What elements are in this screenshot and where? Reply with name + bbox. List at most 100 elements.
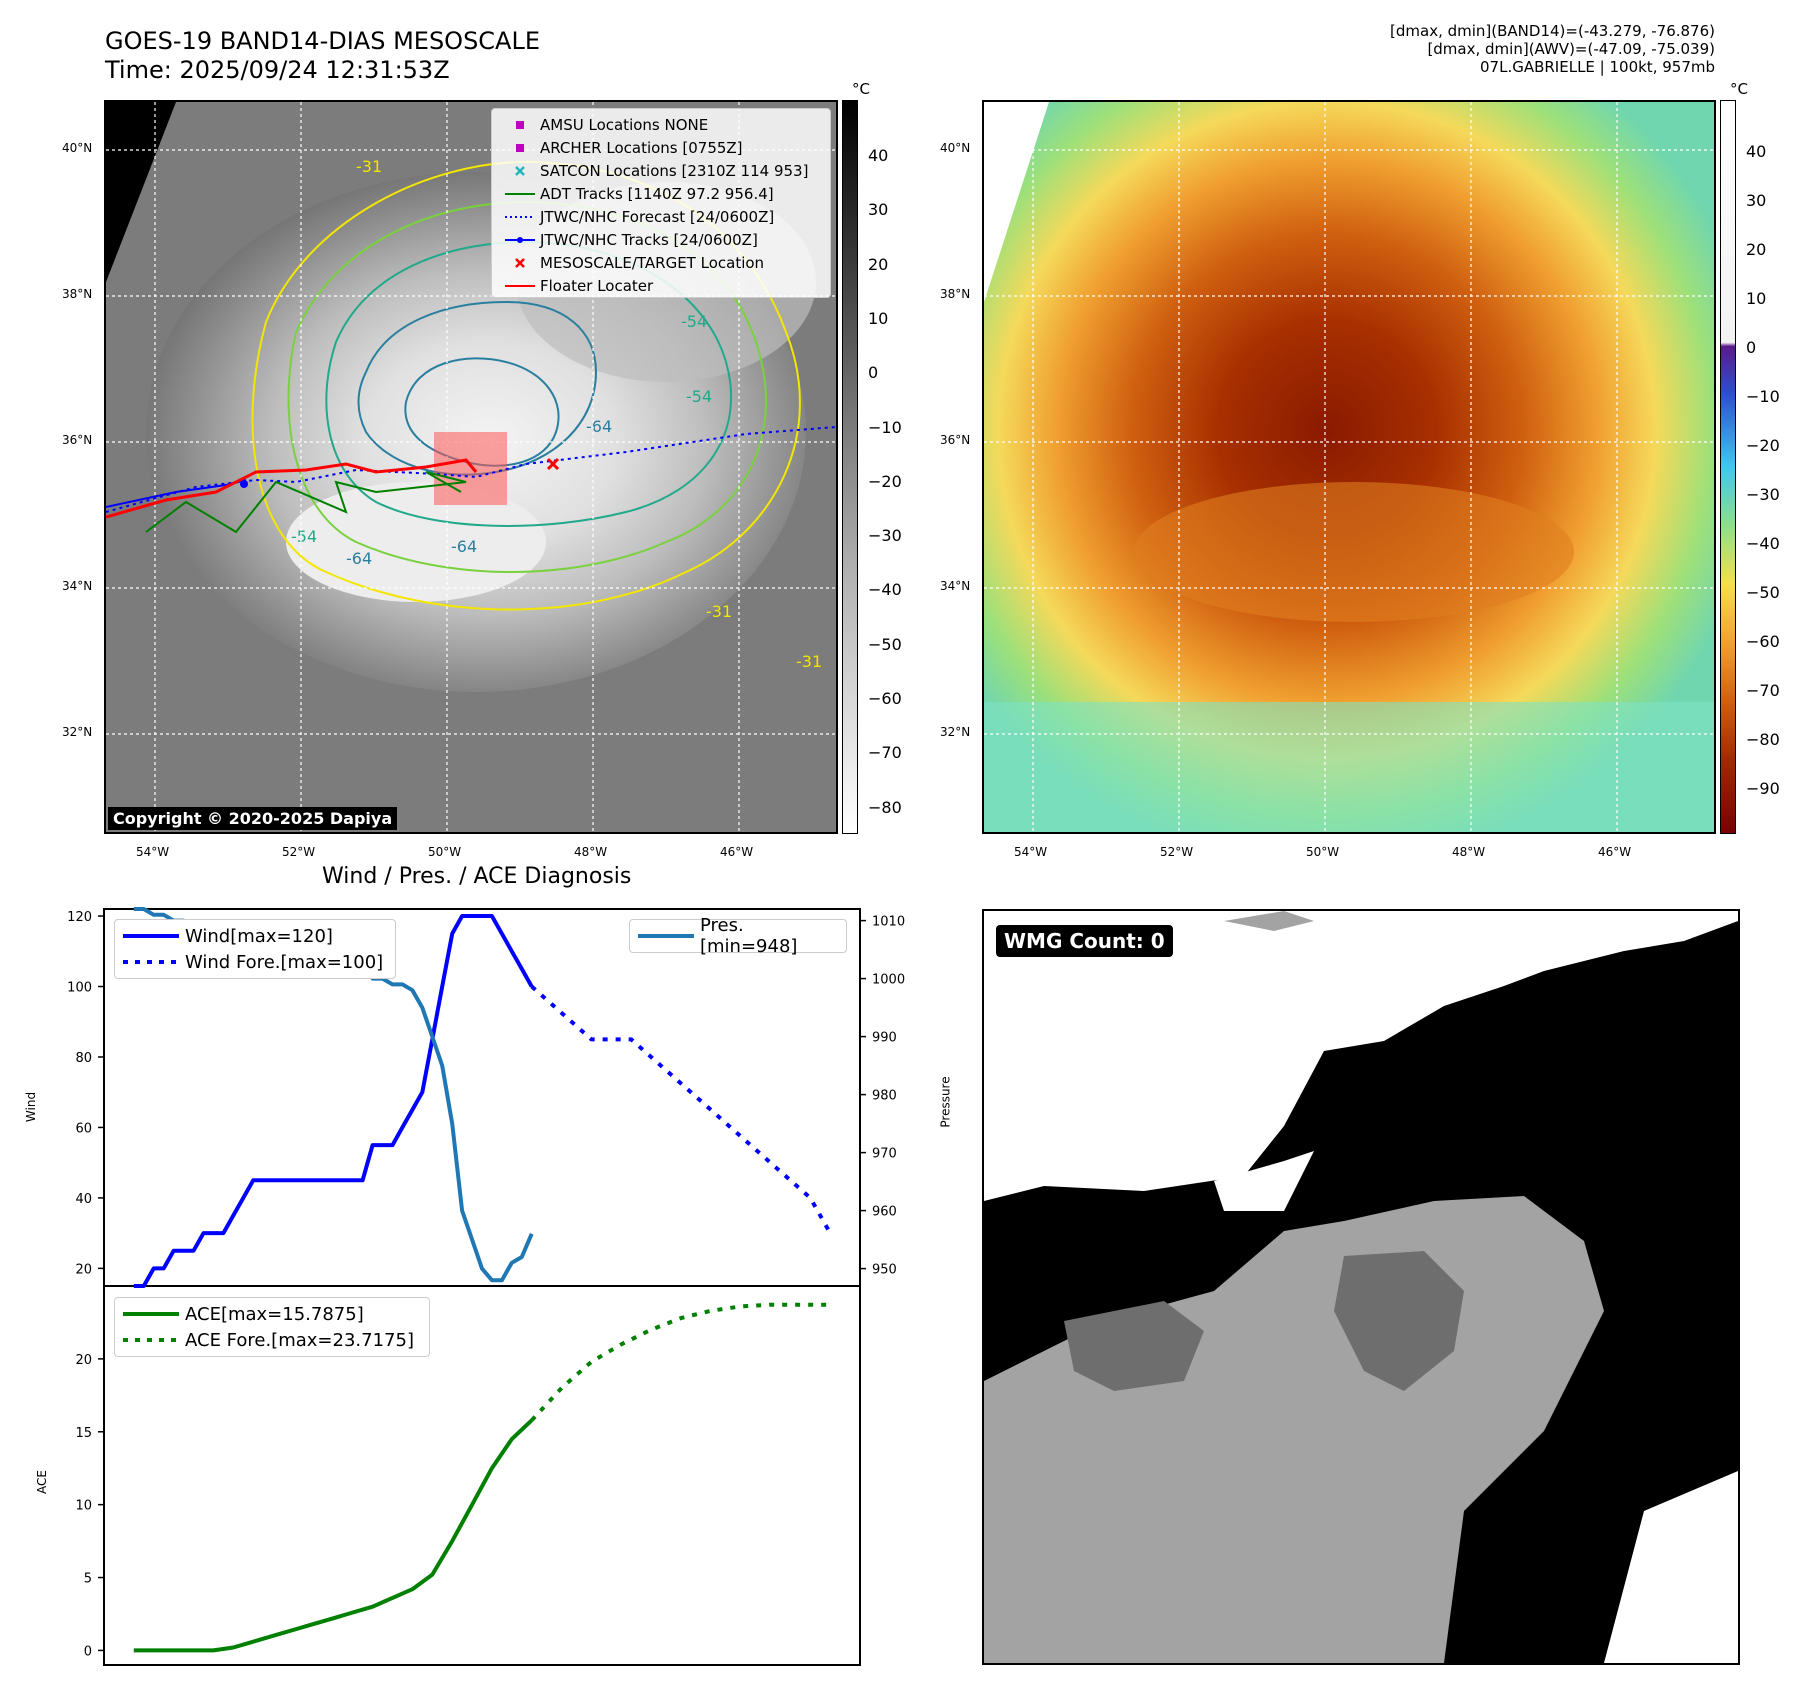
series-line-1-1	[530, 1302, 831, 1422]
legend-label: Pres.[min=948]	[700, 915, 798, 957]
contour-label-7: -54	[291, 527, 317, 546]
colorbar-right-tick: 20	[1746, 240, 1767, 259]
ace-ytick-label: 15	[75, 1426, 92, 1441]
colorbar-left-tick: −60	[868, 689, 902, 708]
lon-tick-54w: 54°W	[136, 845, 170, 859]
legend-symbol-icon	[500, 188, 540, 200]
storm-info: [dmax, dmin](BAND14)=(-43.279, -76.876) …	[1390, 22, 1715, 76]
pressure-ytick-label: 950	[872, 1263, 897, 1278]
lat-tick-34n: 34°N	[62, 579, 93, 593]
colorbar-left-tick: −50	[868, 634, 902, 654]
wind-ytick-label: 120	[67, 910, 92, 925]
lat-tick-38n: 38°N	[62, 287, 93, 301]
legend-label: ACE[max=15.7875]	[185, 1303, 364, 1325]
legend-label: MESOSCALE/TARGET Location	[540, 253, 765, 272]
awv-gridlines	[984, 102, 1714, 832]
wmg-count-badge: WMG Count: 0	[996, 925, 1173, 957]
awv-map-image	[984, 102, 1714, 832]
colorbar-right-tick: −30	[1746, 485, 1780, 504]
legend-label: AMSU Locations NONE	[540, 115, 709, 134]
wind-ytick-label: 20	[75, 1262, 92, 1277]
legend-entry: ARCHER Locations [0755Z]	[500, 136, 822, 159]
pressure-legend: Pres.[min=948]	[629, 915, 847, 957]
legend-label: Wind Fore.[max=100]	[185, 951, 384, 973]
ace-ytick-label: 5	[84, 1572, 92, 1587]
plot-title: GOES-19 BAND14-DIAS MESOSCALE Time: 2025…	[105, 27, 540, 85]
colorbar-left-tick: −80	[868, 797, 902, 817]
colorbar-left-tick: −10	[868, 417, 902, 437]
lon-tick-48w-right: 48°W	[1452, 845, 1486, 859]
ace-ytick-label: 20	[75, 1353, 92, 1368]
pressure-ytick-label: 960	[872, 1205, 897, 1220]
colorbar-left-tick: −20	[868, 471, 902, 491]
colorbar-right-tick: −50	[1746, 583, 1780, 602]
contour-label-5: -64	[451, 537, 477, 556]
lat-tick-32n-right: 32°N	[940, 725, 971, 739]
wind-ytick-label: 100	[67, 981, 92, 996]
target-box	[434, 432, 507, 505]
ir-map-panel: -31 -54 -64 -54 -64 -64 -54 -31 -31	[104, 100, 838, 834]
diagnosis-title: Wind / Pres. / ACE Diagnosis	[322, 864, 632, 889]
legend-entry: Wind Fore.[max=100]	[123, 949, 387, 975]
legend-symbol-icon	[500, 165, 540, 177]
contour-label-2: -54	[681, 312, 707, 331]
legend-label: ARCHER Locations [0755Z]	[540, 138, 743, 157]
contour-label-1: -31	[356, 157, 382, 176]
legend-line-icon	[123, 952, 179, 973]
legend-entry: AMSU Locations NONE	[500, 113, 822, 136]
dmax-band14: [dmax, dmin](BAND14)=(-43.279, -76.876)	[1390, 22, 1715, 40]
lon-tick-52w: 52°W	[282, 845, 316, 859]
legend-entry: Floater Locater	[500, 274, 822, 297]
lat-tick-36n: 36°N	[62, 433, 93, 447]
legend-symbol-icon	[500, 280, 540, 292]
colorbar-right-tick: 10	[1746, 289, 1767, 308]
legend-label: Floater Locater	[540, 276, 654, 295]
pressure-ytick-label: 1000	[872, 973, 905, 988]
lat-tick-34n-right: 34°N	[940, 579, 971, 593]
legend-entry: ACE Fore.[max=23.7175]	[123, 1327, 421, 1353]
wind-legend: Wind[max=120] Wind Fore.[max=100]	[114, 919, 396, 979]
legend-entry: JTWC/NHC Forecast [24/0600Z]	[500, 205, 822, 228]
best-track-point	[240, 480, 248, 488]
lon-tick-52w-right: 52°W	[1160, 845, 1194, 859]
wmg-image	[984, 911, 1738, 1663]
legend-line-icon	[638, 926, 694, 947]
colorbar-right-tick: −70	[1746, 681, 1780, 700]
pressure-ytick-label: 1010	[872, 915, 905, 930]
map-legend: AMSU Locations NONE ARCHER Locations [075…	[491, 108, 831, 298]
storm-summary: 07L.GABRIELLE | 100kt, 957mb	[1480, 58, 1715, 76]
lat-tick-32n: 32°N	[62, 725, 93, 739]
adt-track	[145, 471, 467, 534]
ace-ytick-label: 0	[84, 1644, 92, 1659]
colorbar-left-tick: 30	[868, 200, 889, 220]
wind-ytick-label: 40	[75, 1192, 92, 1207]
legend-symbol-icon	[500, 119, 540, 131]
contour-label-6: -64	[346, 549, 372, 568]
colorbar-right-tick: 40	[1746, 142, 1767, 161]
contour-label-9: -31	[796, 652, 822, 671]
colorbar-right-tick: −40	[1746, 534, 1780, 553]
wmg-panel: WMG Count: 0	[982, 909, 1740, 1665]
target-marker	[546, 457, 560, 471]
legend-symbol-icon	[500, 211, 540, 223]
floater-track	[106, 458, 478, 519]
lon-tick-54w-right: 54°W	[1014, 845, 1048, 859]
legend-label: JTWC/NHC Tracks [24/0600Z]	[540, 230, 758, 249]
legend-label: JTWC/NHC Forecast [24/0600Z]	[540, 207, 775, 226]
legend-entry: Wind[max=120]	[123, 923, 387, 949]
title-line-1: GOES-19 BAND14-DIAS MESOSCALE	[105, 27, 541, 55]
lat-tick-40n-right: 40°N	[940, 141, 971, 155]
ace-ytick-label: 10	[75, 1499, 92, 1514]
colorbar-right-tick: −80	[1746, 730, 1780, 749]
colorbar-right	[1720, 100, 1736, 834]
series-line-0-1	[530, 985, 832, 1235]
legend-entry: SATCON Locations [2310Z 114 953]	[500, 159, 822, 182]
colorbar-right-unit: °C	[1730, 80, 1748, 98]
legend-label: ACE Fore.[max=23.7175]	[185, 1329, 414, 1351]
legend-entry: JTWC/NHC Tracks [24/0600Z]	[500, 228, 822, 251]
pressure-ytick-label: 970	[872, 1147, 897, 1162]
colorbar-left-tick: −40	[868, 580, 902, 600]
colorbar-left	[842, 100, 858, 834]
colorbar-right-tick: 30	[1746, 191, 1767, 210]
